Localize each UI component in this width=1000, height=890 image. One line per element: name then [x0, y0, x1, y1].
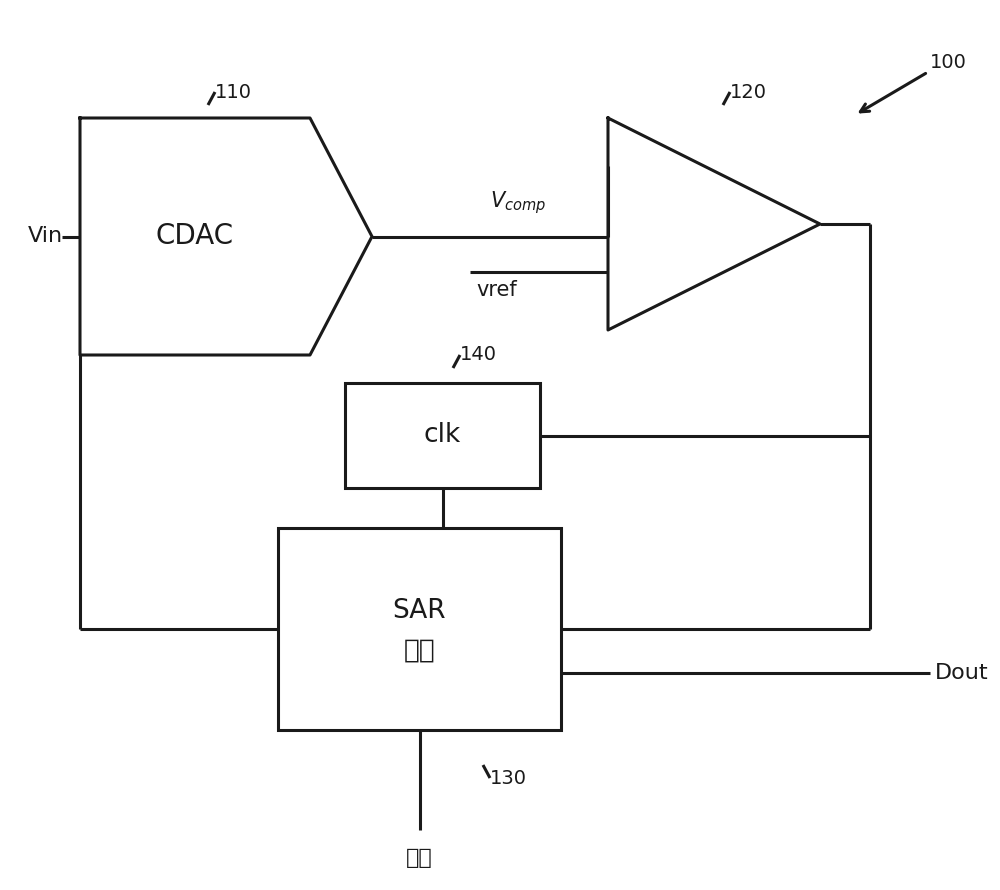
Text: 100: 100	[930, 53, 967, 71]
Text: SAR: SAR	[393, 598, 446, 624]
Text: vref: vref	[476, 279, 517, 300]
Text: CDAC: CDAC	[156, 222, 234, 250]
Text: 130: 130	[490, 768, 527, 788]
Text: 开始: 开始	[406, 848, 433, 868]
Text: clk: clk	[424, 423, 461, 449]
Text: 逻辑: 逻辑	[404, 638, 435, 664]
Text: 120: 120	[730, 83, 767, 101]
Bar	[345, 383, 540, 488]
Bar	[278, 528, 561, 730]
Text: 110: 110	[215, 83, 252, 101]
Text: Dout: Dout	[935, 663, 989, 684]
Text: Vin: Vin	[28, 226, 63, 247]
Text: 140: 140	[460, 345, 497, 365]
Text: $V_{comp}$: $V_{comp}$	[490, 190, 546, 216]
